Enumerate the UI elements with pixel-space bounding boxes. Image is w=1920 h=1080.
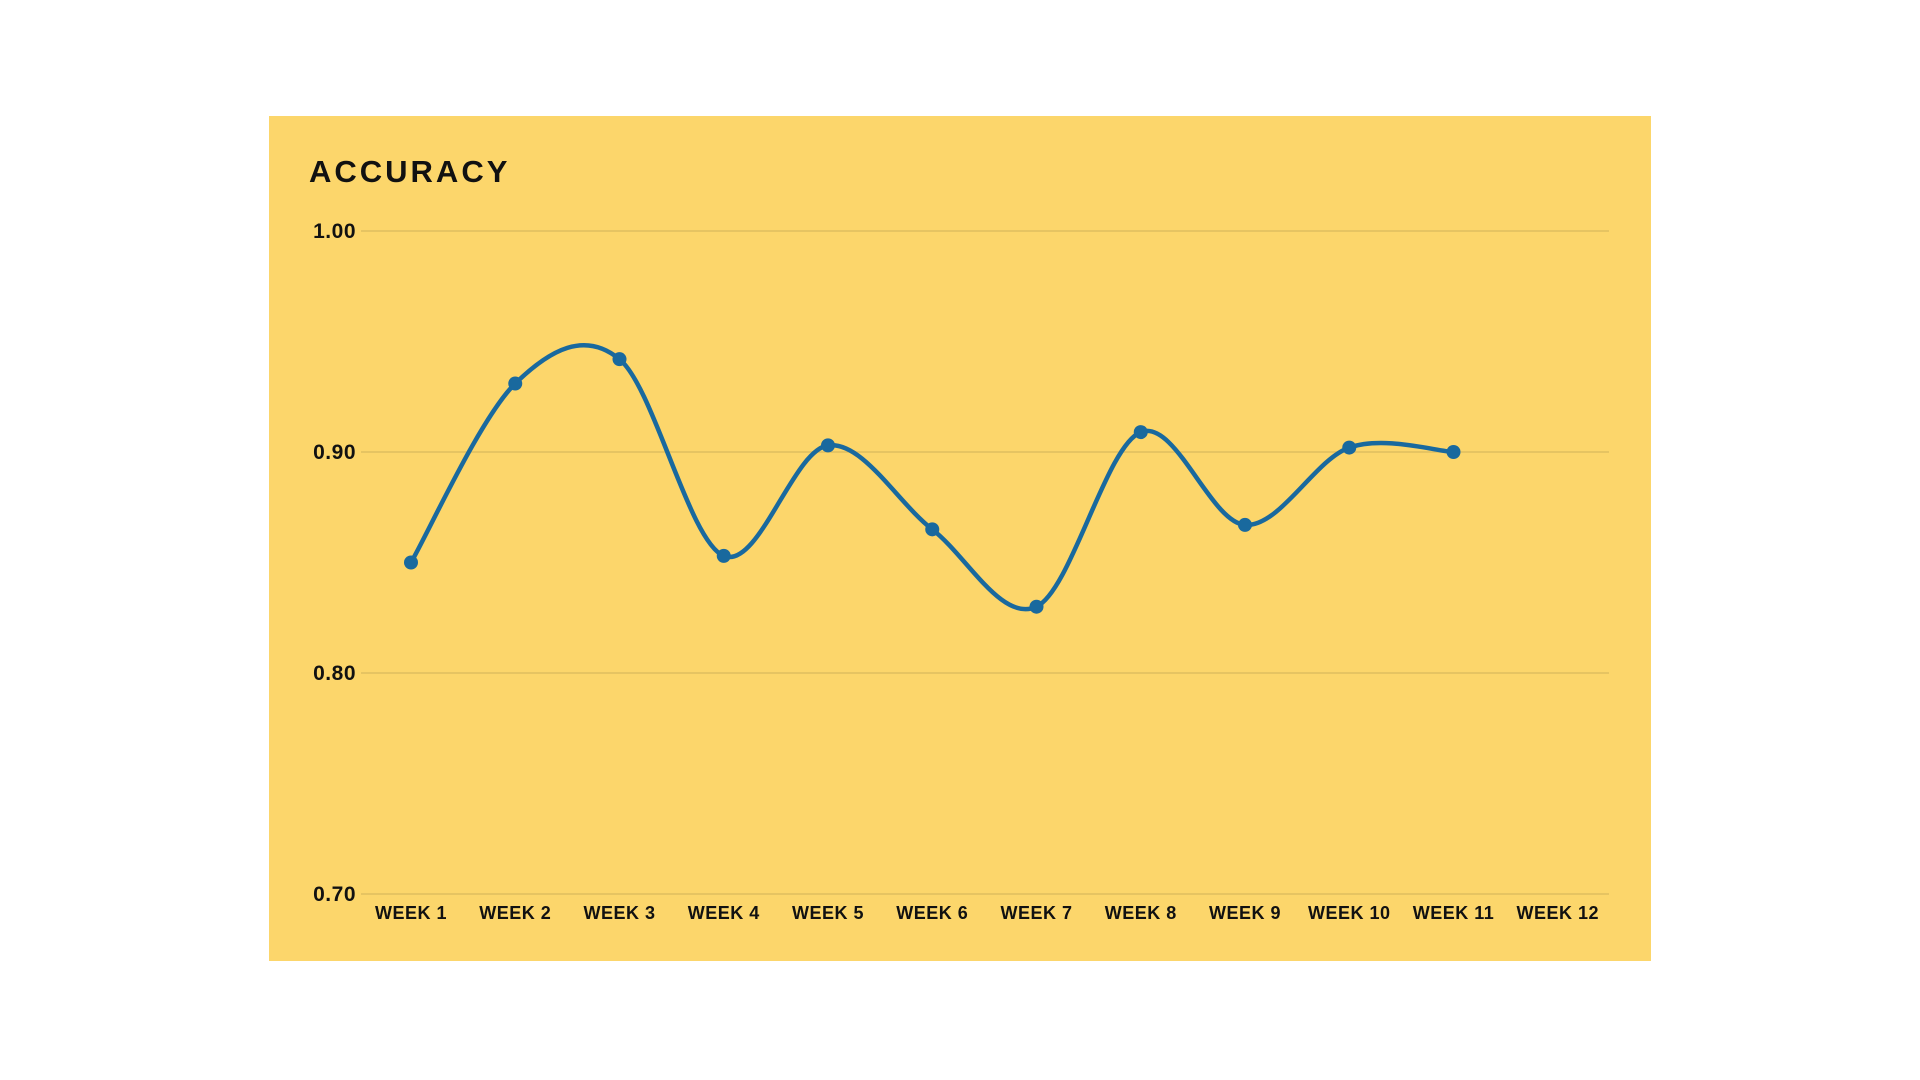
data-point-week-11 <box>1446 445 1461 459</box>
x-axis-label: WEEK 10 <box>1308 903 1391 923</box>
x-axis-label: WEEK 5 <box>792 903 864 923</box>
data-point-week-8 <box>1133 425 1148 440</box>
x-axis-label: WEEK 1 <box>375 903 447 923</box>
x-axis-label: WEEK 7 <box>1000 903 1072 923</box>
y-axis-tick-label: 0.90 <box>313 441 356 464</box>
data-point-week-1 <box>404 555 418 570</box>
y-axis-tick-label: 0.80 <box>313 662 356 685</box>
y-axis-tick-label: 1.00 <box>313 220 356 243</box>
x-axis-label: WEEK 8 <box>1105 903 1177 923</box>
y-axis-tick-label: 0.70 <box>313 883 356 906</box>
x-axis-label: WEEK 3 <box>583 903 655 923</box>
data-point-week-6 <box>925 522 940 537</box>
data-point-week-5 <box>821 438 835 453</box>
data-point-week-10 <box>1342 440 1357 455</box>
x-axis-label: WEEK 4 <box>688 903 760 923</box>
data-point-week-2 <box>508 376 523 391</box>
accuracy-line-series <box>408 342 1456 612</box>
x-axis-label: WEEK 11 <box>1413 903 1495 923</box>
accuracy-chart-card: ACCURACY 1.00 0.90 0.80 0.70 WEEK 1 WEEK 2 WEE… <box>269 116 1651 961</box>
x-axis-label: WEEK 12 <box>1516 903 1599 923</box>
data-point-week-7 <box>1029 599 1044 614</box>
data-point-week-4 <box>716 548 731 563</box>
accuracy-line-chart: 1.00 0.90 0.80 0.70 WEEK 1 WEEK 2 WEEK 3 WEEK 4… <box>313 220 1609 923</box>
data-point-week-9 <box>1238 517 1252 532</box>
data-point-week-3 <box>612 352 627 367</box>
x-axis-label: WEEK 9 <box>1209 903 1281 923</box>
chart-title: ACCURACY <box>309 154 511 189</box>
x-axis-label: WEEK 2 <box>479 903 551 923</box>
x-axis-label: WEEK 6 <box>896 903 968 923</box>
